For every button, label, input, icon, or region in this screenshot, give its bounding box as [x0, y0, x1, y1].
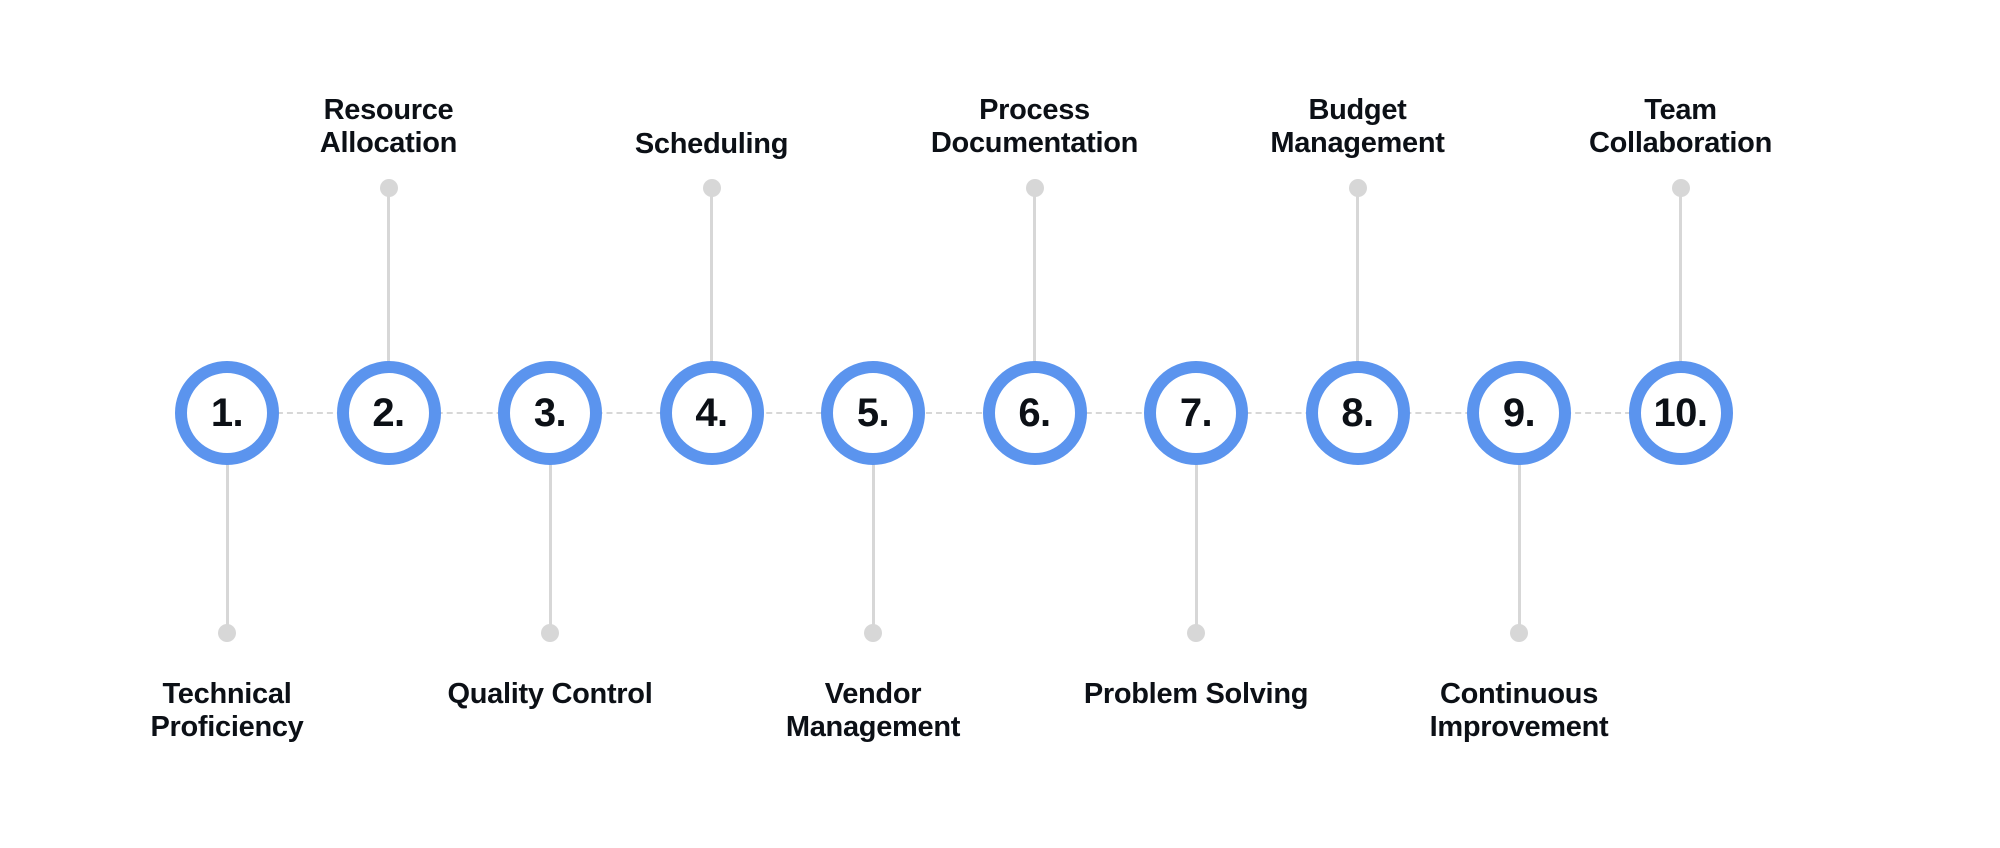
- stem-dot: [1349, 179, 1367, 197]
- node-label: Quality Control: [420, 678, 680, 711]
- node-label: Budget Management: [1228, 94, 1488, 161]
- stem-dot: [703, 179, 721, 197]
- node-number: 7.: [1180, 393, 1212, 433]
- stem-dot: [1187, 624, 1205, 642]
- node-number: 5.: [857, 393, 889, 433]
- node-label: Team Collaboration: [1551, 94, 1811, 161]
- timeline-node: 9.: [1467, 361, 1571, 465]
- node-label: Vendor Management: [743, 678, 1003, 745]
- timeline-node: 7.: [1144, 361, 1248, 465]
- stem-dot: [218, 624, 236, 642]
- timeline-node: 2.: [337, 361, 441, 465]
- timeline-node: 4.: [660, 361, 764, 465]
- node-number: 8.: [1341, 393, 1373, 433]
- timeline-axis: [227, 412, 1681, 414]
- node-label: Scheduling: [582, 128, 842, 161]
- node-label: Resource Allocation: [259, 94, 519, 161]
- node-label: Continuous Improvement: [1389, 678, 1649, 745]
- node-label: Process Documentation: [905, 94, 1165, 161]
- stem-dot: [1672, 179, 1690, 197]
- timeline-node: 6.: [983, 361, 1087, 465]
- node-number: 2.: [372, 393, 404, 433]
- timeline-node: 8.: [1306, 361, 1410, 465]
- timeline-node: 5.: [821, 361, 925, 465]
- node-label: Technical Proficiency: [97, 678, 357, 745]
- node-number: 10.: [1653, 393, 1707, 433]
- node-label: Problem Solving: [1066, 678, 1326, 711]
- timeline-node: 10.: [1629, 361, 1733, 465]
- node-number: 3.: [534, 393, 566, 433]
- stem-dot: [1026, 179, 1044, 197]
- stem-dot: [380, 179, 398, 197]
- timeline-node: 3.: [498, 361, 602, 465]
- node-number: 9.: [1503, 393, 1535, 433]
- timeline-diagram: 1. Technical Proficiency 2. Resource Alloca…: [0, 0, 2000, 848]
- stem-dot: [541, 624, 559, 642]
- node-number: 6.: [1018, 393, 1050, 433]
- node-number: 4.: [695, 393, 727, 433]
- stem-dot: [864, 624, 882, 642]
- stem-dot: [1510, 624, 1528, 642]
- node-number: 1.: [211, 393, 243, 433]
- timeline-node: 1.: [175, 361, 279, 465]
